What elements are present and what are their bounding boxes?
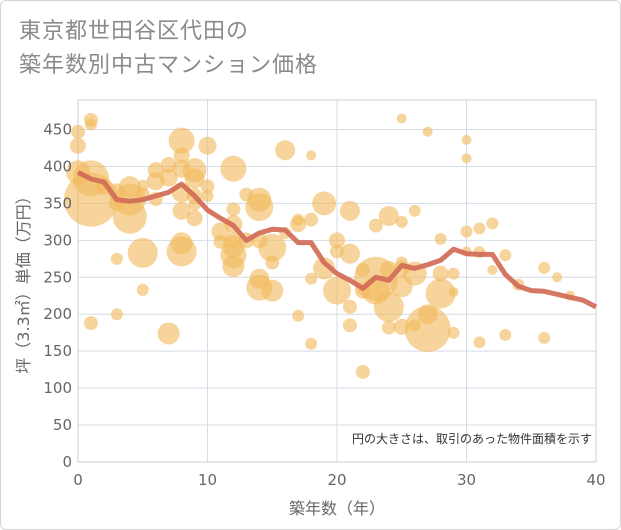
x-tick-label: 20 — [327, 471, 346, 489]
data-bubble — [184, 168, 205, 189]
data-bubble — [168, 127, 195, 154]
data-bubble — [198, 136, 217, 155]
y-tick-labels: 0 50 100 150 200 250 300 350 400 450 — [43, 121, 72, 471]
data-bubble — [261, 279, 284, 302]
data-bubble — [313, 257, 336, 280]
y-tick-label: 400 — [43, 157, 72, 175]
data-bubble — [222, 255, 245, 278]
data-bubble — [305, 272, 318, 285]
data-bubble — [159, 168, 178, 187]
data-bubble — [157, 322, 180, 345]
data-bubble — [292, 309, 305, 322]
data-bubble — [173, 147, 190, 164]
data-bubble — [447, 267, 460, 280]
x-tick-label: 0 — [73, 471, 83, 489]
x-tick-labels: 0 10 20 30 40 — [73, 471, 605, 489]
data-bubble — [378, 205, 399, 226]
data-bubble — [373, 291, 404, 322]
data-bubble — [339, 200, 360, 221]
data-bubble — [552, 272, 563, 283]
data-bubble — [201, 190, 214, 203]
data-bubble — [461, 134, 472, 145]
y-tick-label: 200 — [43, 305, 72, 323]
data-bubble — [290, 216, 307, 233]
data-bubble — [422, 126, 433, 137]
data-bubble — [487, 264, 498, 275]
data-bubble — [434, 232, 447, 245]
data-bubble — [83, 316, 98, 331]
data-bubble — [71, 124, 85, 139]
data-bubble — [136, 283, 149, 296]
data-bubble — [339, 243, 360, 264]
data-bubble — [342, 299, 357, 314]
data-bubble — [473, 336, 486, 349]
data-bubble — [323, 276, 351, 305]
data-bubble — [200, 179, 215, 194]
trend-line — [76, 170, 598, 310]
x-tick-label: 10 — [198, 471, 217, 489]
data-bubble — [432, 265, 449, 282]
data-bubble — [305, 337, 318, 350]
data-bubble — [355, 364, 370, 379]
data-bubble — [220, 155, 247, 182]
data-bubble — [408, 204, 421, 217]
title-line-2: 築年数別中古マンション価格 — [19, 53, 319, 78]
data-bubble — [329, 232, 345, 249]
y-tick-label: 150 — [43, 342, 72, 360]
data-bubble — [499, 249, 512, 262]
y-axis-label: 坪（3.3㎡）単価（万円） — [14, 188, 33, 373]
data-bubble — [417, 304, 438, 325]
data-bubble — [110, 308, 123, 321]
data-bubble — [448, 287, 459, 298]
x-axis-label: 築年数（年） — [289, 499, 385, 518]
data-bubble — [447, 326, 460, 339]
data-bubble — [166, 236, 197, 267]
data-bubble — [172, 201, 191, 220]
data-bubble — [245, 193, 274, 222]
data-bubble — [275, 140, 296, 161]
data-bubble — [226, 202, 241, 217]
chart-title: 東京都世田谷区代田の 築年数別中古マンション価格 — [19, 15, 318, 83]
data-bubble — [461, 153, 472, 164]
data-bubble — [265, 255, 280, 270]
data-bubble — [395, 215, 408, 228]
data-bubble — [304, 212, 319, 227]
data-bubble — [112, 199, 147, 234]
data-bubble — [499, 328, 512, 341]
size-note: 円の大きさは、取引のあった物件面積を示す — [352, 431, 592, 446]
data-bubble — [258, 233, 287, 262]
data-bubble — [538, 261, 551, 274]
bubble-layer — [63, 112, 576, 379]
y-tick-label: 300 — [43, 231, 72, 249]
data-bubble — [404, 306, 451, 353]
y-tick-label: 0 — [62, 453, 72, 471]
data-bubble — [368, 218, 383, 233]
data-bubble — [473, 222, 486, 235]
data-bubble — [460, 225, 473, 238]
data-bubble — [312, 191, 337, 216]
data-bubble — [110, 252, 123, 265]
data-bubble — [70, 137, 86, 154]
data-bubble — [186, 210, 203, 227]
data-bubble — [84, 118, 97, 131]
data-bubble — [425, 278, 456, 309]
y-tick-label: 100 — [43, 379, 72, 397]
data-bubble — [306, 150, 317, 161]
data-bubble — [538, 331, 551, 344]
data-bubble — [381, 320, 396, 335]
data-bubble — [486, 217, 499, 230]
data-bubble — [342, 318, 357, 333]
title-line-1: 東京都世田谷区代田の — [19, 19, 250, 44]
y-tick-label: 450 — [43, 121, 72, 139]
y-tick-label: 50 — [53, 416, 72, 434]
data-bubble — [396, 113, 407, 124]
x-tick-label: 30 — [457, 471, 476, 489]
data-bubble — [127, 237, 158, 268]
y-tick-label: 250 — [43, 268, 72, 286]
y-tick-label: 350 — [43, 194, 72, 212]
x-tick-label: 40 — [586, 471, 605, 489]
